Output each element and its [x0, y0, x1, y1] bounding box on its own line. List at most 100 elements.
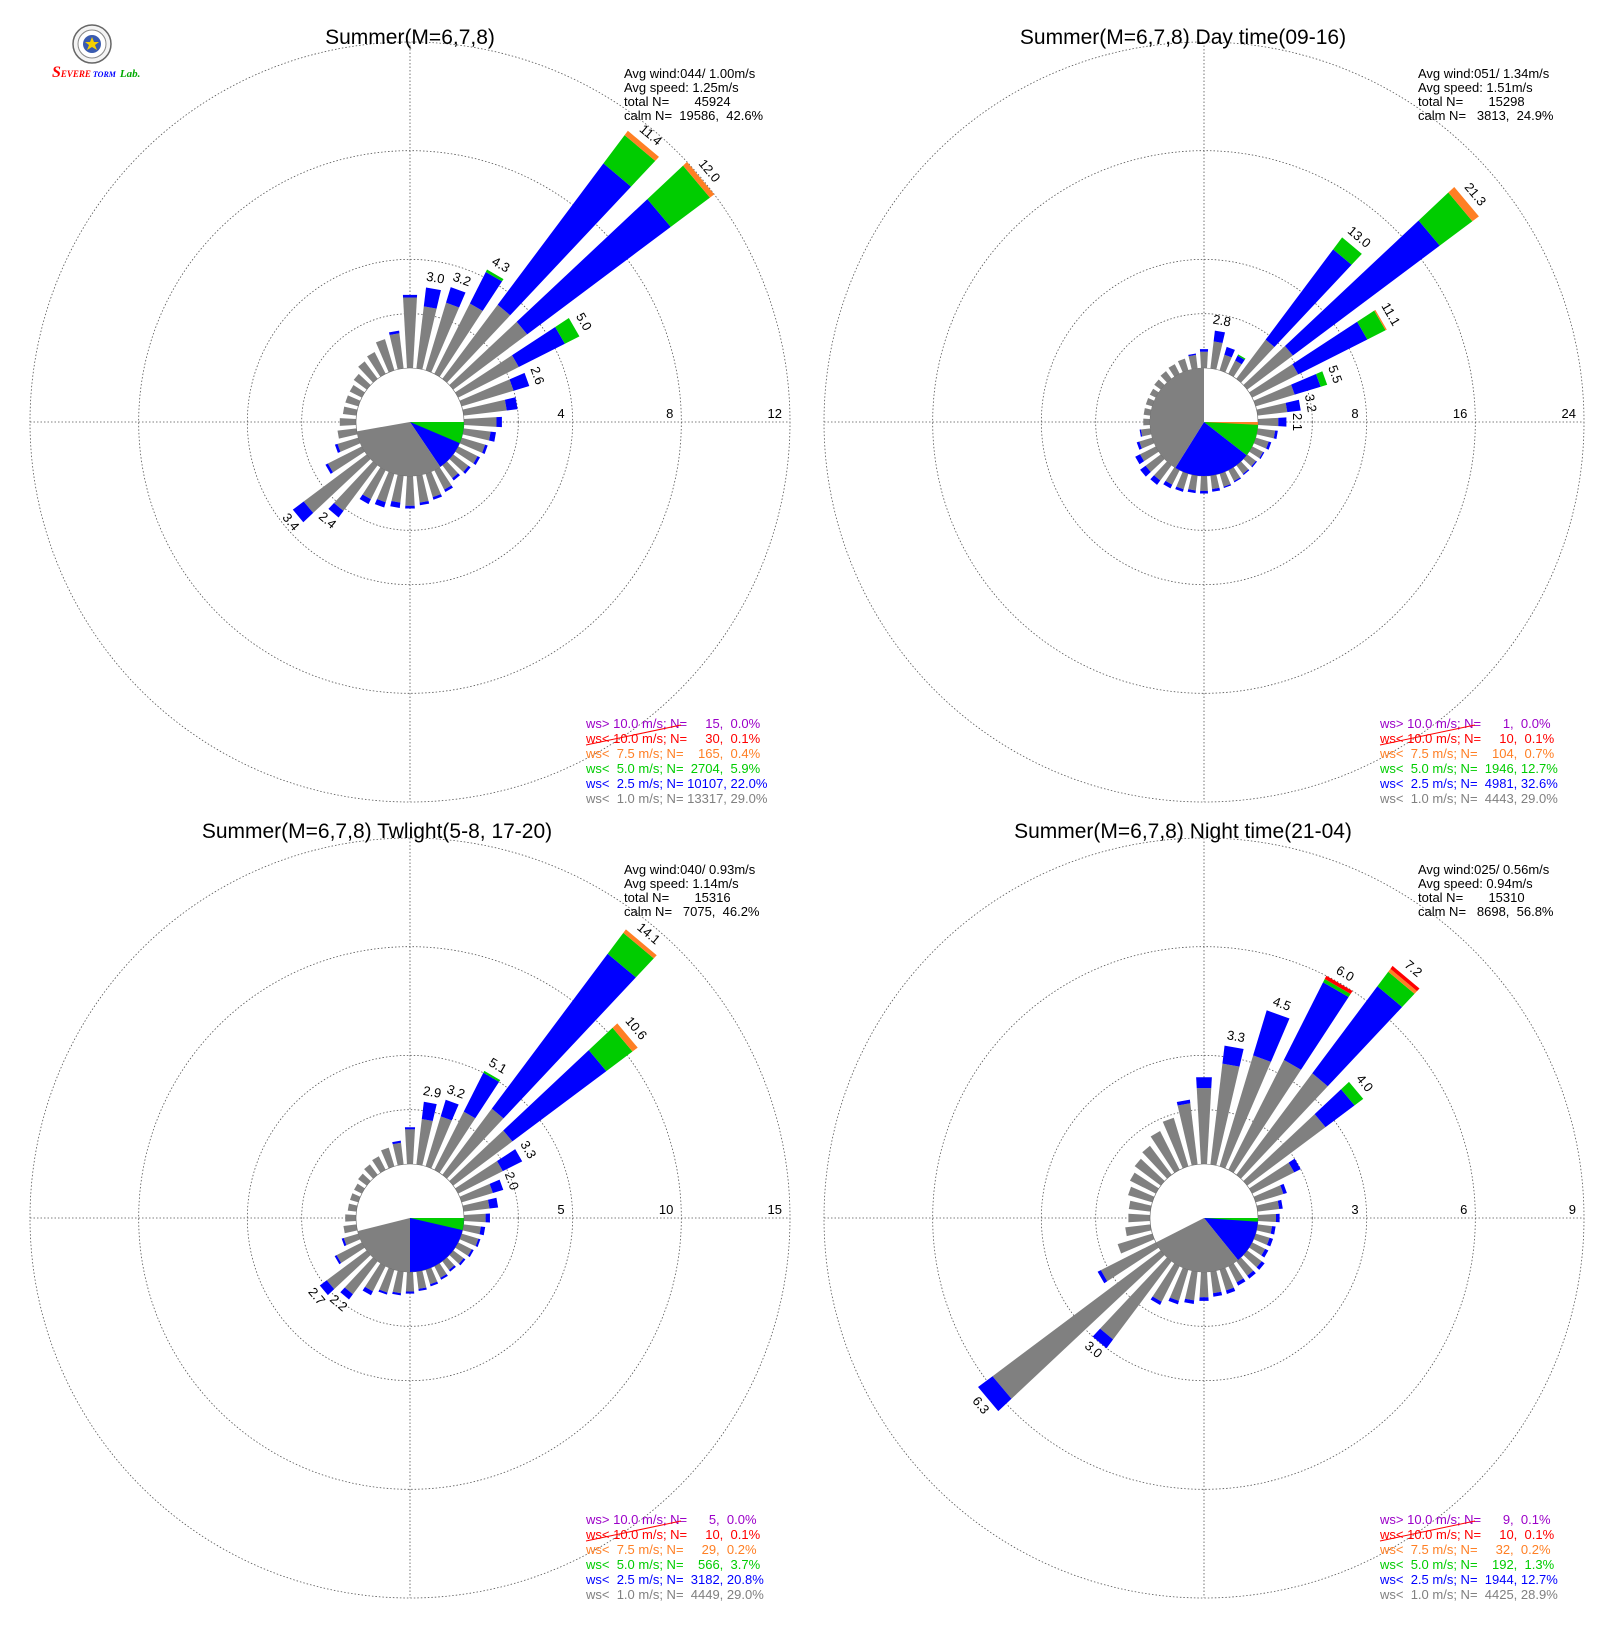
sector-value-label: 7.2	[1402, 957, 1425, 980]
sector-bar-blue	[1253, 1010, 1290, 1062]
sector-240	[334, 1242, 365, 1265]
legend-lt75: ws< 7.5 m/s; N= 104, 0.7%	[1379, 746, 1555, 761]
range-ring-minor	[1095, 313, 1313, 531]
sector-bar-gray	[1128, 1186, 1155, 1203]
summary-avg-speed: Avg speed: 1.25m/s	[624, 80, 739, 95]
sector-bar-gray	[1154, 461, 1172, 481]
sector-170	[416, 1270, 427, 1292]
sector-140	[442, 1257, 456, 1272]
sector-bar-blue	[1176, 1099, 1191, 1106]
sector-bar-gray	[1140, 446, 1159, 462]
sector-270	[345, 1214, 357, 1222]
calm-slice-lt75	[1204, 422, 1258, 425]
sector-130	[1243, 454, 1258, 468]
sector-value-label: 5.0	[573, 310, 595, 333]
calm-slice-lt10ms	[356, 422, 441, 477]
sector-bar-blue	[1188, 353, 1196, 357]
legend-lt25: ws< 2.5 m/s; N= 3182, 20.8%	[585, 1572, 764, 1587]
sector-0	[1199, 349, 1209, 369]
sector-bar-gray	[462, 1224, 481, 1235]
sector-bar-blue	[388, 330, 400, 336]
sector-bar-blue	[485, 1213, 490, 1223]
sector-50: 21.3	[1243, 180, 1489, 390]
sector-290	[1145, 398, 1155, 407]
ring-tick-label: 12	[768, 406, 782, 421]
sector-bar-gray	[1149, 388, 1159, 398]
logo-lab: Lab.	[119, 68, 141, 80]
sector-bar-gray	[405, 1271, 415, 1292]
sector-bar-gray	[1253, 384, 1295, 407]
sector-bar-gray	[1160, 371, 1172, 383]
sector-bar-blue	[1163, 480, 1173, 489]
sector-bar-blue	[1247, 1270, 1256, 1279]
sector-70: 5.5	[1253, 363, 1345, 407]
sector-100	[462, 1224, 486, 1236]
sector-bar-blue	[374, 499, 386, 508]
sector-260	[337, 428, 358, 439]
summary-calm: calm N= 8698, 56.8%	[1418, 904, 1554, 919]
ring-tick-label: 15	[768, 1202, 782, 1217]
sector-bar-gray	[403, 297, 417, 369]
sector-20: 4.5	[1219, 994, 1293, 1169]
sector-bar-blue	[390, 501, 401, 508]
sector-bar-gray	[1100, 1257, 1172, 1340]
sector-320	[1160, 371, 1172, 383]
sector-210	[1150, 1263, 1180, 1305]
sector-bar-gray	[459, 437, 486, 453]
sector-bar-blue	[392, 1291, 402, 1296]
sector-bar-gray	[463, 1213, 486, 1223]
summary-avg-wind: Avg wind:025/ 0.56m/s	[1418, 862, 1550, 877]
sector-bar-gray	[392, 1142, 404, 1166]
sector-bar-gray	[362, 467, 386, 500]
sector-bar-blue	[1236, 1278, 1246, 1286]
sector-110	[1253, 1233, 1274, 1247]
sector-30: 6.0	[1228, 962, 1357, 1173]
sector-bar-gray	[455, 355, 519, 398]
sector-110	[459, 437, 488, 454]
sector-bar-green	[483, 1070, 501, 1082]
sector-bar-blue	[432, 494, 442, 500]
sector-bar-green	[1418, 192, 1473, 246]
sector-bar-gray	[1228, 467, 1241, 482]
sector-240	[1135, 446, 1159, 465]
sector-350	[1188, 353, 1198, 370]
calm-slice-lt25	[1204, 1218, 1258, 1260]
logo-s: S	[52, 64, 61, 81]
sector-bar-blue	[1212, 487, 1221, 492]
summary-avg-speed: Avg speed: 1.14m/s	[624, 876, 739, 891]
sector-bar-gray	[442, 304, 511, 383]
sector-bar-gray	[425, 302, 460, 373]
sector-150	[434, 467, 453, 493]
sector-290	[345, 395, 361, 407]
sector-300	[354, 1183, 365, 1194]
sector-bar-red	[1324, 975, 1353, 994]
sector-bar-green	[1316, 371, 1328, 387]
sector-250	[341, 1233, 361, 1247]
sector-80	[462, 397, 518, 416]
sector-bar-blue	[404, 1127, 416, 1130]
sector-10: 2.9	[416, 1083, 442, 1166]
sector-bar-blue	[1187, 489, 1196, 494]
legend-gt10: ws> 10.0 m/s; N= 5, 0.0%	[585, 1512, 757, 1527]
sector-bar-blue	[1266, 1237, 1274, 1247]
sector-bar-blue	[496, 416, 502, 428]
sector-50: 4.0	[1243, 1071, 1376, 1186]
sector-bar-blue	[1092, 1328, 1114, 1349]
sector-180	[405, 475, 415, 509]
calm-slice-lt25	[410, 1218, 464, 1272]
sector-bar-green	[603, 135, 656, 187]
sector-bar-gray	[1243, 1250, 1262, 1268]
sector-bar-gray	[379, 1267, 395, 1293]
sector-bar-green	[1323, 979, 1351, 998]
legend-lt10: ws< 10.0 m/s; N= 30, 0.1%	[585, 731, 761, 746]
sector-bar-orange	[612, 1023, 638, 1052]
sector-bar-gray	[1199, 1271, 1209, 1298]
sector-bar-gray	[353, 373, 371, 390]
sector-190	[1187, 474, 1198, 494]
legend-lt10ms: ws< 1.0 m/s; N= 4425, 28.9%	[1379, 1587, 1558, 1602]
severe-storm-lab-logo: SEVERE TORM Lab.	[52, 24, 152, 84]
summary-avg-wind: Avg wind:051/ 1.34m/s	[1418, 66, 1550, 81]
sector-bar-gray	[337, 437, 361, 452]
sector-bar-gray	[349, 384, 365, 398]
sector-bar-blue	[1199, 490, 1209, 494]
